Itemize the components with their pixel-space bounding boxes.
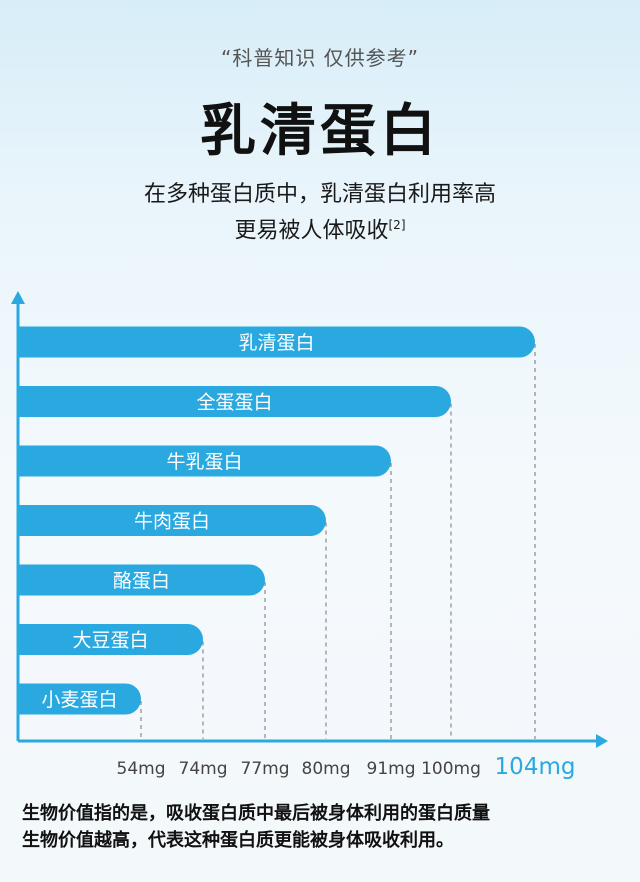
axes <box>11 291 608 748</box>
bar-label: 乳清蛋白 <box>238 332 314 354</box>
subtitle-line-2-text: 更易被人体吸收 <box>234 218 389 244</box>
footnote-line-1: 生物价值指的是，吸收蛋白质中最后被身体利用的蛋白质量 <box>22 803 490 824</box>
tick-label: 104mg <box>495 754 576 780</box>
subtitle-line-1: 在多种蛋白质中，乳清蛋白利用率高 <box>143 182 496 207</box>
bar <box>18 683 141 715</box>
disclaimer: “科普知识 仅供参考” <box>220 46 420 70</box>
tick-label: 74mg <box>179 759 228 779</box>
bar-label: 牛乳蛋白 <box>166 451 242 473</box>
y-axis-arrow <box>11 291 25 304</box>
subtitle-line-2: 更易被人体吸收[2] <box>0 210 640 246</box>
footnote-line-2: 生物价值越高，代表这种蛋白质更能被身体吸收利用。 <box>22 830 454 851</box>
subtitle: 在多种蛋白质中，乳清蛋白利用率高 更易被人体吸收[2] <box>0 180 640 246</box>
guide-lines <box>140 344 536 739</box>
bar-label: 酪蛋白 <box>113 570 170 592</box>
tick-label: 77mg <box>241 759 290 779</box>
bar-label: 大豆蛋白 <box>72 630 148 652</box>
tick-label: 100mg <box>421 759 481 779</box>
bar <box>18 386 451 417</box>
bar <box>18 445 391 477</box>
bar-label: 全蛋蛋白 <box>196 392 272 414</box>
bar <box>18 326 535 358</box>
tick-label: 91mg <box>367 759 416 779</box>
bar <box>18 564 265 596</box>
tick-label: 54mg <box>117 759 166 779</box>
page-title: 乳清蛋白 <box>200 99 440 164</box>
tick-labels: 54mg 74mg 77mg 80mg 91mg 100mg 104mg <box>117 754 576 780</box>
footnote: 生物价值指的是，吸收蛋白质中最后被身体利用的蛋白质量 生物价值越高，代表这种蛋白… <box>22 800 622 854</box>
tick-label: 80mg <box>302 759 351 779</box>
bar <box>18 505 326 536</box>
bar <box>18 624 203 655</box>
x-axis-arrow <box>596 734 608 748</box>
bar-label: 小麦蛋白 <box>41 689 117 711</box>
subtitle-reference: [2] <box>388 218 406 232</box>
bar-label: 牛肉蛋白 <box>134 511 210 533</box>
